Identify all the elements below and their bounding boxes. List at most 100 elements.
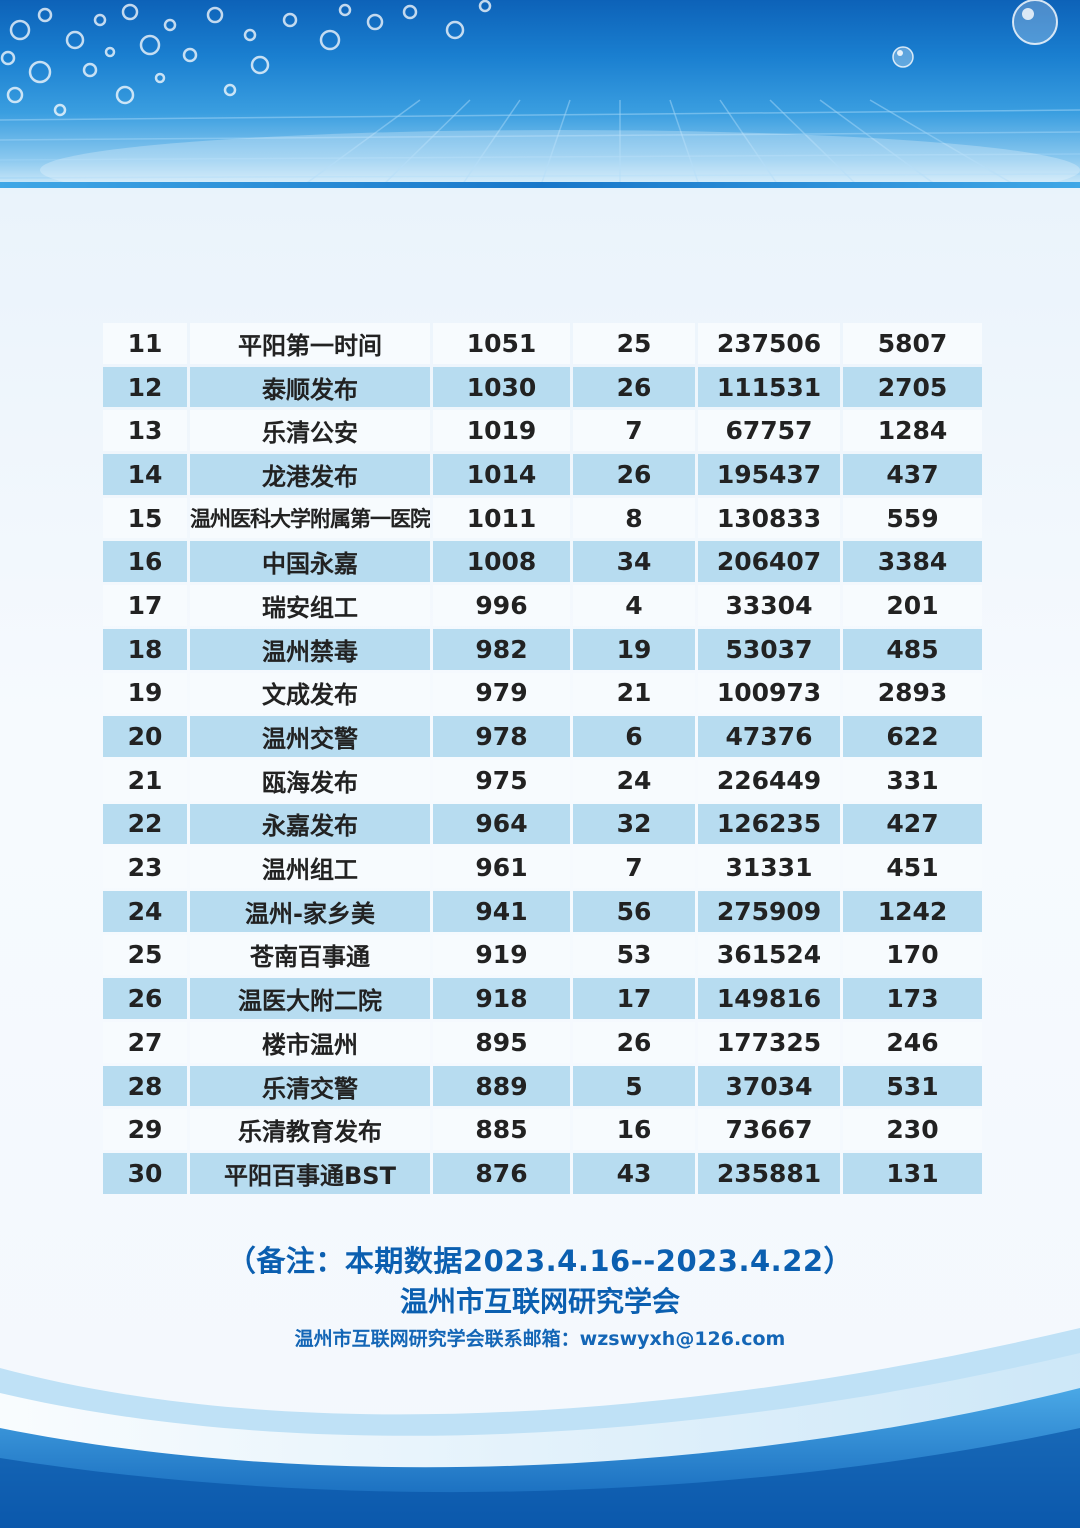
post-count-cell: 7 [573, 410, 695, 452]
reads-cell: 47376 [698, 716, 840, 757]
reads-cell: 275909 [698, 890, 840, 932]
table-row: 13 乐清公安 1019 7 67757 1284 [103, 410, 982, 452]
score-cell: 885 [433, 1109, 570, 1151]
account-name-cell: 平阳第一时间 [190, 323, 430, 364]
rank-cell: 16 [103, 541, 187, 583]
likes-cell: 170 [843, 934, 982, 976]
rank-cell: 17 [103, 585, 187, 626]
score-cell: 1019 [433, 410, 570, 452]
account-name-cell: 文成发布 [190, 672, 430, 714]
post-count-cell: 7 [573, 847, 695, 888]
account-name-cell: 温州交警 [190, 716, 430, 757]
table-row: 28 乐清交警 889 5 37034 531 [103, 1065, 982, 1107]
table-row: 23 温州组工 961 7 31331 451 [103, 847, 982, 888]
post-count-cell: 34 [573, 541, 695, 583]
table-row: 29 乐清教育发布 885 16 73667 230 [103, 1109, 982, 1151]
score-cell: 1011 [433, 497, 570, 539]
score-cell: 895 [433, 1022, 570, 1063]
table-row: 17 瑞安组工 996 4 33304 201 [103, 585, 982, 626]
account-name-cell: 温州组工 [190, 847, 430, 888]
account-name-cell: 温州-家乡美 [190, 890, 430, 932]
likes-cell: 331 [843, 759, 982, 801]
likes-cell: 485 [843, 628, 982, 670]
rank-cell: 29 [103, 1109, 187, 1151]
score-cell: 996 [433, 585, 570, 626]
reads-cell: 67757 [698, 410, 840, 452]
rank-cell: 26 [103, 978, 187, 1019]
score-cell: 961 [433, 847, 570, 888]
score-cell: 1051 [433, 323, 570, 364]
rank-cell: 20 [103, 716, 187, 757]
reads-cell: 226449 [698, 759, 840, 801]
likes-cell: 230 [843, 1109, 982, 1151]
rank-cell: 27 [103, 1022, 187, 1063]
score-cell: 982 [433, 628, 570, 670]
score-cell: 1014 [433, 454, 570, 495]
table-row: 22 永嘉发布 964 32 126235 427 [103, 803, 982, 845]
score-cell: 941 [433, 890, 570, 932]
post-count-cell: 21 [573, 672, 695, 714]
reads-cell: 149816 [698, 978, 840, 1019]
table-row: 26 温医大附二院 918 17 149816 173 [103, 978, 982, 1019]
reads-cell: 33304 [698, 585, 840, 626]
table-row: 14 龙港发布 1014 26 195437 437 [103, 454, 982, 495]
likes-cell: 1242 [843, 890, 982, 932]
post-count-cell: 25 [573, 323, 695, 364]
post-count-cell: 53 [573, 934, 695, 976]
likes-cell: 3384 [843, 541, 982, 583]
account-name-cell: 楼市温州 [190, 1022, 430, 1063]
reads-cell: 195437 [698, 454, 840, 495]
rank-cell: 22 [103, 803, 187, 845]
rank-cell: 11 [103, 323, 187, 364]
post-count-cell: 4 [573, 585, 695, 626]
rank-cell: 13 [103, 410, 187, 452]
reads-cell: 130833 [698, 497, 840, 539]
score-cell: 876 [433, 1153, 570, 1194]
score-cell: 919 [433, 934, 570, 976]
post-count-cell: 26 [573, 366, 695, 408]
post-count-cell: 26 [573, 454, 695, 495]
table-row: 12 泰顺发布 1030 26 111531 2705 [103, 366, 982, 408]
post-count-cell: 24 [573, 759, 695, 801]
table-row: 19 文成发布 979 21 100973 2893 [103, 672, 982, 714]
reads-cell: 31331 [698, 847, 840, 888]
likes-cell: 1284 [843, 410, 982, 452]
account-name-cell: 泰顺发布 [190, 366, 430, 408]
likes-cell: 622 [843, 716, 982, 757]
rank-cell: 23 [103, 847, 187, 888]
rank-cell: 30 [103, 1153, 187, 1194]
reads-cell: 235881 [698, 1153, 840, 1194]
table-row: 24 温州-家乡美 941 56 275909 1242 [103, 890, 982, 932]
likes-cell: 2893 [843, 672, 982, 714]
post-count-cell: 43 [573, 1153, 695, 1194]
account-name-cell: 温医大附二院 [190, 978, 430, 1019]
post-count-cell: 8 [573, 497, 695, 539]
table-row: 18 温州禁毒 982 19 53037 485 [103, 628, 982, 670]
rank-cell: 12 [103, 366, 187, 408]
contact-email: 温州市互联网研究学会联系邮箱：wzswyxh@126.com [294, 1328, 786, 1350]
table-row: 20 温州交警 978 6 47376 622 [103, 716, 982, 757]
score-cell: 1030 [433, 366, 570, 408]
account-name-cell: 平阳百事通BST [190, 1153, 430, 1194]
likes-cell: 173 [843, 978, 982, 1019]
account-name-cell: 永嘉发布 [190, 803, 430, 845]
post-count-cell: 26 [573, 1022, 695, 1063]
rank-cell: 15 [103, 497, 187, 539]
reads-cell: 53037 [698, 628, 840, 670]
post-count-cell: 56 [573, 890, 695, 932]
account-name-cell: 乐清教育发布 [190, 1109, 430, 1151]
likes-cell: 427 [843, 803, 982, 845]
bottom-wave-decoration [0, 1328, 1080, 1528]
score-cell: 889 [433, 1065, 570, 1107]
score-cell: 979 [433, 672, 570, 714]
table-row: 21 瓯海发布 975 24 226449 331 [103, 759, 982, 801]
account-name-cell: 龙港发布 [190, 454, 430, 495]
table-row: 30 平阳百事通BST 876 43 235881 131 [103, 1153, 982, 1194]
organization-name: 温州市互联网研究学会 [399, 1285, 680, 1318]
account-name-cell: 瓯海发布 [190, 759, 430, 801]
table-row: 27 楼市温州 895 26 177325 246 [103, 1022, 982, 1063]
likes-cell: 559 [843, 497, 982, 539]
table-row: 25 苍南百事通 919 53 361524 170 [103, 934, 982, 976]
rank-cell: 18 [103, 628, 187, 670]
ranking-table: 11 平阳第一时间 1051 25 237506 5807 12 泰顺发布 1030 26 1115… [100, 320, 985, 1197]
